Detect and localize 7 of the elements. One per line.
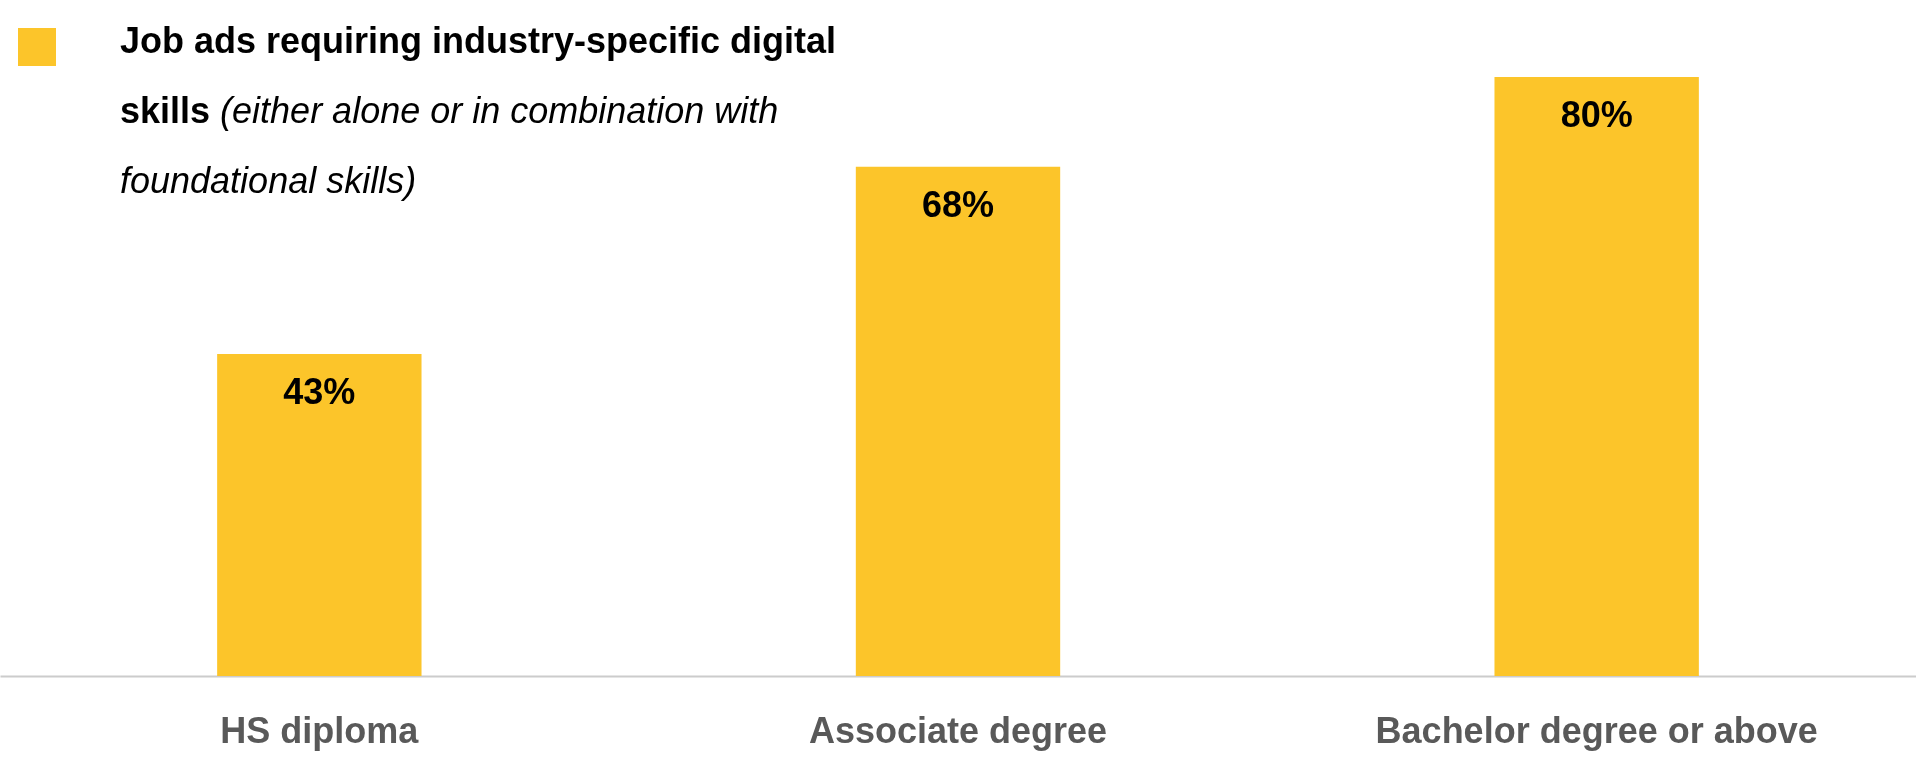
text: 43% — [283, 371, 356, 413]
legend-label: Job ads requiring industry-specific digital skills (either alone or in combination with foundational skills) — [120, 20, 837, 201]
x-tick-label: Bachelor degree or above — [1375, 709, 1818, 751]
x-tick-label: HS diploma — [220, 709, 420, 751]
text: 68% — [921, 183, 995, 225]
x-tick-label: Associate degree — [808, 709, 1108, 751]
text: 80% — [1560, 94, 1633, 135]
